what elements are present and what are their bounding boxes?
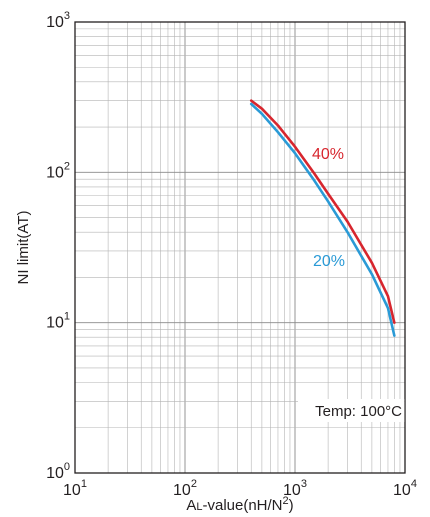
x-axis-title-sup: 2 xyxy=(283,495,289,507)
x-tick-label: 102 xyxy=(173,478,197,499)
series-line-1 xyxy=(249,99,396,324)
x-axis-title: AL-value(nH/N2) xyxy=(186,495,293,514)
y-tick-label: 102 xyxy=(46,160,70,181)
x-tick-label: 101 xyxy=(63,478,87,499)
x-axis-title-sub: L xyxy=(196,501,202,513)
temperature-annotation: Temp: 100°C xyxy=(315,403,402,420)
annotation-group: Temp: 100°C xyxy=(298,399,405,422)
y-tick-labels: 100 101 102 103 xyxy=(46,10,70,482)
series-group: 40% 20% xyxy=(249,99,396,337)
plot-frame xyxy=(74,21,406,474)
series-label-2: 20% xyxy=(313,253,345,270)
annotation-background xyxy=(298,399,405,422)
series-line-2 xyxy=(249,102,396,337)
y-tick-label: 100 xyxy=(46,461,70,482)
y-tick-label: 103 xyxy=(46,10,70,31)
x-tick-label: 104 xyxy=(393,478,417,499)
x-tick-labels: 101 102 103 104 xyxy=(63,478,417,499)
x-tick-label: 103 xyxy=(283,478,307,499)
y-tick-label: 101 xyxy=(46,311,70,332)
y-axis-title: NI limit(AT) xyxy=(15,211,32,285)
series-label-1: 40% xyxy=(312,146,344,163)
grid xyxy=(74,22,405,474)
